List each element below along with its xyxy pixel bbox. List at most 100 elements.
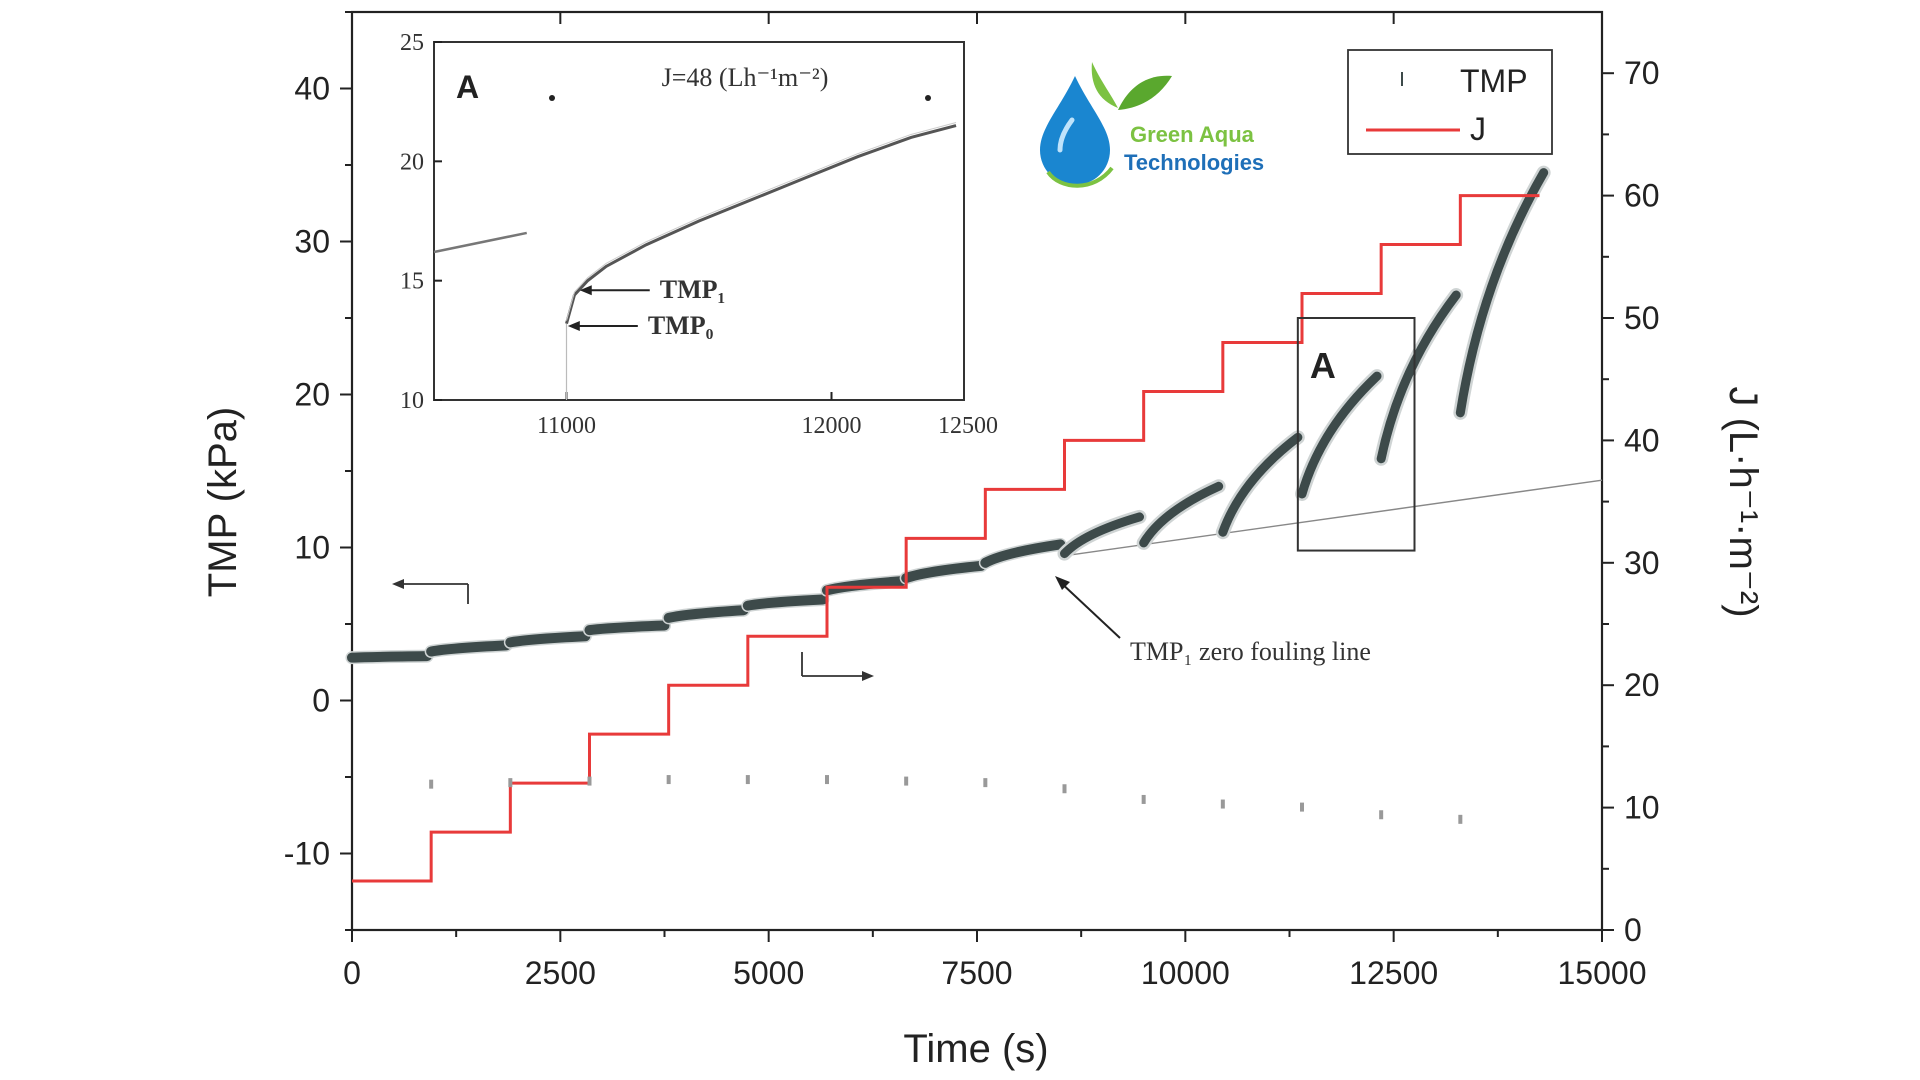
- right-y-tick-label: 50: [1624, 300, 1660, 336]
- baseline-arrow: [1057, 579, 1121, 639]
- leaf-icon: [1091, 62, 1118, 108]
- left-y-tick-label: 40: [294, 71, 330, 107]
- inset-curves: [433, 122, 957, 400]
- left-y-tick-label: -10: [284, 836, 330, 872]
- tmp-baseline-layer: [1068, 479, 1603, 556]
- inset-arrows: TMP₁ TMP₀: [567, 275, 726, 340]
- x-tick-label: 2500: [525, 955, 596, 991]
- relaxation-points: [429, 775, 1463, 824]
- left-y-tick-label: 0: [312, 683, 330, 719]
- inset-top-dot-left: [549, 95, 555, 101]
- leaf-right-icon: [1118, 75, 1172, 110]
- right-y-tick-label: 60: [1624, 178, 1660, 214]
- inset-label: A: [456, 69, 479, 105]
- tmp-segment: [1455, 168, 1549, 418]
- green-aqua-logo: Green Aqua Technologies: [1040, 62, 1264, 188]
- left-y-tick-label: 20: [294, 377, 330, 413]
- inset-arrow-label: TMP₀: [648, 311, 714, 340]
- tmp-segment: [347, 651, 432, 663]
- relaxation-point: [825, 775, 829, 785]
- relaxation-point: [587, 776, 592, 786]
- relaxation-point: [1062, 784, 1067, 794]
- tmp-segment: [584, 620, 670, 636]
- tmp-segment: [505, 631, 591, 648]
- inset-top-dot-right: [925, 95, 931, 101]
- tmp-segment-halo: [1374, 288, 1464, 466]
- right-y-tick-label: 30: [1624, 545, 1660, 581]
- x-axis: 0 2500 5000 7500 10000 12500 15000: [343, 12, 1646, 991]
- tmp-segment: [1297, 371, 1382, 499]
- relaxation-point: [745, 775, 750, 785]
- j-series: [352, 194, 1540, 883]
- relaxation-point: [1220, 799, 1225, 809]
- right-y-axis-title: J (L·h⁻¹·m⁻²): [1721, 386, 1765, 617]
- tmp-segment: [1376, 290, 1461, 464]
- relaxation-point: [1379, 810, 1384, 820]
- x-axis-title: Time (s): [903, 1027, 1048, 1071]
- water-drop-highlight-icon: [1057, 117, 1075, 153]
- inset-x-tick-label: 12000: [802, 413, 862, 439]
- left-y-tick-label: 10: [294, 530, 330, 566]
- tmp-segment: [822, 576, 907, 596]
- left-y-axis-title: TMP (kPa): [201, 407, 245, 597]
- x-tick-label: 7500: [941, 955, 1012, 991]
- tmp-segment: [663, 605, 749, 623]
- logo-line1: Green Aqua: [1130, 122, 1255, 147]
- left-y-axis: -10 0 10 20 30 40: [284, 11, 352, 931]
- right-y-tick-label: 0: [1624, 912, 1642, 948]
- relaxation-point: [1300, 802, 1304, 812]
- tmp-segment: [1139, 481, 1224, 548]
- x-tick-label: 0: [343, 955, 361, 991]
- tmp-segment: [742, 594, 828, 611]
- tmp-segment: [1218, 432, 1303, 537]
- inset-y-tick-label: 25: [400, 30, 424, 56]
- water-drop-icon: [1040, 76, 1110, 185]
- right-y-tick-label: 70: [1624, 55, 1660, 91]
- relaxation-point: [1458, 814, 1463, 824]
- relaxation-point: [508, 778, 513, 788]
- relaxation-point: [429, 779, 434, 789]
- legend: TMP J: [1347, 49, 1553, 155]
- right-y-tick-label: 40: [1624, 422, 1660, 458]
- tmp-baseline-line: [1068, 479, 1603, 556]
- right-y-tick-label: 20: [1624, 667, 1660, 703]
- right-y-tick-label: 10: [1624, 790, 1660, 826]
- legend-box: [1347, 49, 1553, 155]
- relaxation-point: [666, 775, 671, 785]
- inset-arrow-head: [579, 285, 592, 296]
- baseline-annotation: TMP₁ zero fouling line: [1055, 576, 1371, 666]
- region-a-box: [1296, 317, 1416, 552]
- tmp-segment: [426, 640, 512, 657]
- inset-y-tick-label: 15: [400, 269, 424, 295]
- relaxation-point: [983, 778, 988, 788]
- inset-y-tick-label: 20: [400, 149, 424, 175]
- right-y-axis: 0 10 20 30 40 50 60 70: [1602, 55, 1660, 948]
- inset-x-tick-label: 11000: [537, 413, 596, 439]
- inset-tmp-curve: [565, 124, 957, 325]
- x-tick-label: 12500: [1349, 955, 1438, 991]
- tmp-axis-arrow: [392, 579, 469, 604]
- tmp-series: [345, 165, 1551, 665]
- inset-y-tick-label: 10: [400, 388, 424, 414]
- inset-chart: A J=48 (Lh⁻¹m⁻²) 11000 12000 10 15 20 25 TMP₁…: [400, 30, 998, 439]
- inset-arrow-label: TMP₁: [660, 275, 726, 304]
- inset-extra-x-label: 12500: [938, 413, 998, 439]
- legend-j-label: J: [1470, 111, 1486, 147]
- tmp-segment-halo: [1453, 165, 1551, 420]
- j-step-line: [352, 194, 1540, 883]
- inset-tmp-curve-shadow: [566, 122, 957, 321]
- inset-top-label: J=48 (Lh⁻¹m⁻²): [662, 63, 829, 92]
- region-a-label: A: [1310, 345, 1336, 386]
- relaxation-point: [1141, 794, 1146, 804]
- logo-line2: Technologies: [1124, 150, 1264, 175]
- baseline-label: TMP₁ zero fouling line: [1130, 637, 1371, 666]
- x-tick-label: 5000: [733, 955, 804, 991]
- inset-prev-segment: [433, 231, 528, 254]
- x-tick-label: 10000: [1141, 955, 1230, 991]
- tmp-segment: [1060, 512, 1144, 559]
- inset-arrow-head: [567, 321, 580, 332]
- x-tick-label: 15000: [1558, 955, 1647, 991]
- j-axis-arrow: [801, 652, 874, 681]
- relaxation-point: [904, 776, 909, 786]
